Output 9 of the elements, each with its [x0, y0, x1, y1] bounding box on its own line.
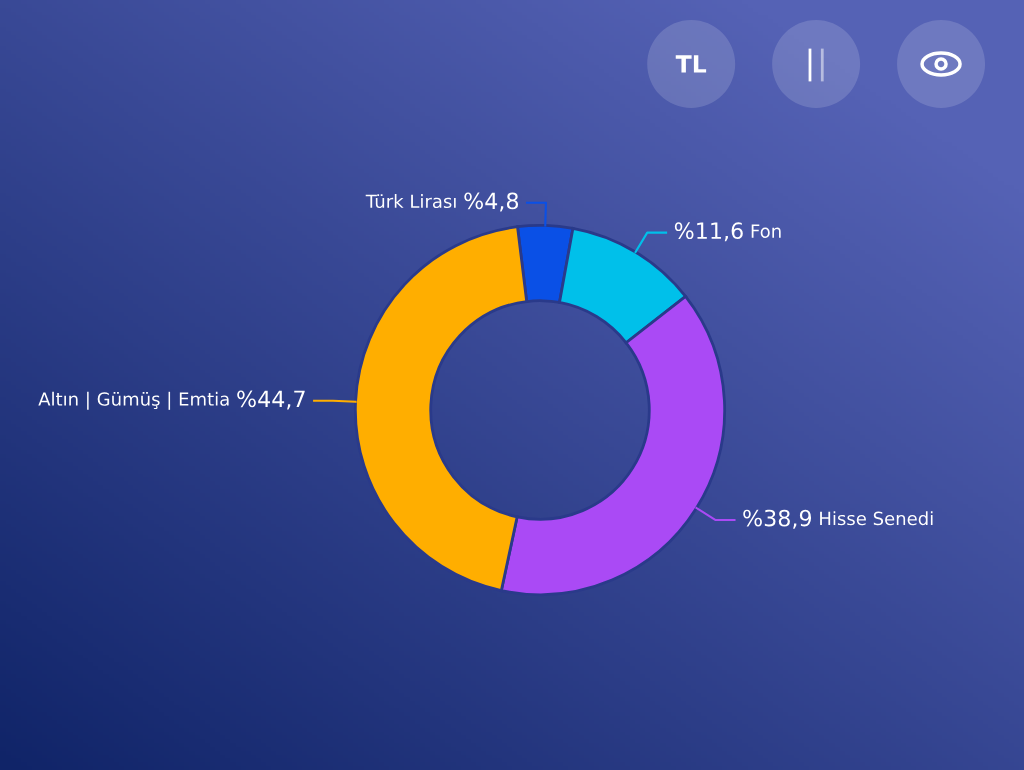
data-label: %11,6 [674, 222, 743, 242]
data-label: %44,7 [237, 390, 305, 410]
slice-label: Türk Lirası [365, 194, 456, 209]
data-label: %4,8 [464, 192, 519, 212]
slice-label: Fon [751, 224, 781, 238]
text: TL [675, 55, 707, 73]
slice-label: Hisse Senedi [820, 511, 933, 526]
slice-label: Altın | Gümüş | Emtia [38, 391, 229, 410]
data-label: %38,9 [743, 509, 812, 529]
